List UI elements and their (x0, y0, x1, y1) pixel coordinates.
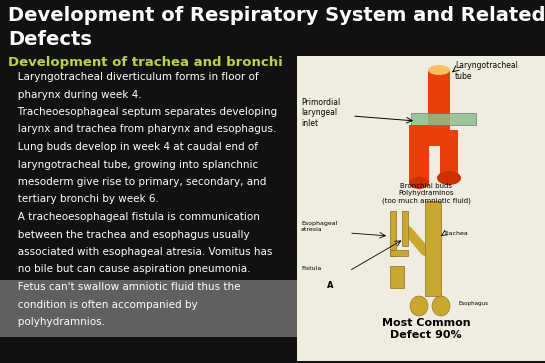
Bar (0, 280, 297, 337)
Text: Fetus can't swallow amniotic fluid thus the: Fetus can't swallow amniotic fluid thus … (8, 282, 240, 292)
Text: Esophageal
atresia: Esophageal atresia (301, 221, 337, 232)
Text: A: A (327, 281, 334, 290)
Ellipse shape (428, 65, 450, 75)
Bar (402, 211, 408, 246)
Ellipse shape (410, 296, 428, 316)
Text: pharynx during week 4.: pharynx during week 4. (8, 90, 142, 99)
Text: A tracheoesophageal fistula is communication: A tracheoesophageal fistula is communica… (8, 212, 260, 222)
Text: Primordial
laryngeal
inlet: Primordial laryngeal inlet (301, 98, 340, 128)
Text: polyhydramnios.: polyhydramnios. (8, 317, 105, 327)
Bar (297, 56, 545, 361)
Text: Tracheoesophageal septum separates developing: Tracheoesophageal septum separates devel… (8, 107, 277, 117)
Text: Bronchial buds
Polyhydraminos
(too much amniotic fluid): Bronchial buds Polyhydraminos (too much … (382, 183, 470, 204)
Bar (428, 70, 450, 146)
Bar (425, 201, 441, 296)
Text: Laryngotracheal
tube: Laryngotracheal tube (455, 61, 518, 81)
Bar (409, 125, 429, 183)
Bar (390, 211, 396, 256)
Ellipse shape (409, 177, 429, 189)
Text: Development of Respiratory System and Related: Development of Respiratory System and Re… (8, 6, 545, 25)
Text: Esophagus: Esophagus (458, 301, 488, 306)
Bar (390, 250, 408, 256)
Text: no bile but can cause aspiration pneumonia.: no bile but can cause aspiration pneumon… (8, 265, 251, 274)
Text: associated with esophageal atresia. Vomitus has: associated with esophageal atresia. Vomi… (8, 247, 272, 257)
Text: laryngotracheal tube, growing into splanchnic: laryngotracheal tube, growing into splan… (8, 159, 258, 170)
Bar (440, 130, 458, 178)
Text: Defects: Defects (8, 30, 92, 49)
Text: larynx and trachea from pharynx and esophagus.: larynx and trachea from pharynx and esop… (8, 125, 276, 135)
Text: mesoderm give rise to primary, secondary, and: mesoderm give rise to primary, secondary… (8, 177, 267, 187)
Text: Lung buds develop in week 4 at caudal end of: Lung buds develop in week 4 at caudal en… (8, 142, 258, 152)
Text: Most Common
Defect 90%: Most Common Defect 90% (382, 318, 470, 340)
Text: Trachea: Trachea (444, 231, 469, 236)
Text: Fistula: Fistula (301, 266, 321, 271)
Text: condition is often accompanied by: condition is often accompanied by (8, 299, 198, 310)
Bar (411, 113, 476, 125)
Ellipse shape (432, 296, 450, 316)
Text: Laryngotracheal diverticulum forms in floor of: Laryngotracheal diverticulum forms in fl… (8, 72, 259, 82)
Bar (390, 266, 404, 288)
Ellipse shape (437, 171, 461, 185)
Text: between the trachea and esophagus usually: between the trachea and esophagus usuall… (8, 229, 250, 240)
Text: tertiary bronchi by week 6.: tertiary bronchi by week 6. (8, 195, 159, 204)
Text: Development of trachea and bronchi: Development of trachea and bronchi (8, 56, 283, 69)
